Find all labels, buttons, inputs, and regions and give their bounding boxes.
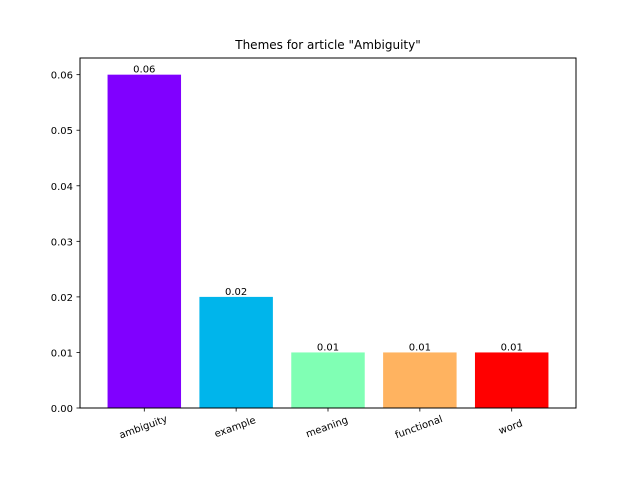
bar-value-label-meaning: 0.01: [317, 342, 339, 353]
y-tick-label-0.02: 0.02: [51, 293, 73, 304]
y-tick-label-0.03: 0.03: [51, 237, 73, 248]
bar-meaning: [291, 352, 365, 408]
bar-value-label-example: 0.02: [225, 287, 247, 298]
chart-title: Themes for article "Ambiguity": [234, 38, 420, 52]
bars-group: [107, 74, 549, 409]
bar-value-label-word: 0.01: [501, 342, 523, 353]
y-axis: 0.00 0.01 0.02 0.03 0.04 0.05 0.06: [51, 71, 80, 415]
bar-value-label-ambiguity: 0.06: [133, 65, 155, 76]
bar-labels-group: 0.06 0.02 0.01 0.01 0.01: [133, 65, 523, 354]
bar-example: [199, 296, 273, 408]
plot-frame: [79, 57, 577, 409]
y-tick-label-0.00: 0.00: [51, 404, 73, 415]
bar-ambiguity: [107, 74, 182, 409]
y-tick-label-0.04: 0.04: [51, 182, 73, 193]
bar-word: [474, 352, 549, 408]
y-tick-label-0.05: 0.05: [51, 126, 73, 137]
y-tick-label-0.06: 0.06: [51, 71, 73, 82]
bar-functional: [383, 352, 457, 408]
y-tick-label-0.01: 0.01: [51, 348, 73, 359]
bar-value-label-functional: 0.01: [409, 342, 431, 353]
